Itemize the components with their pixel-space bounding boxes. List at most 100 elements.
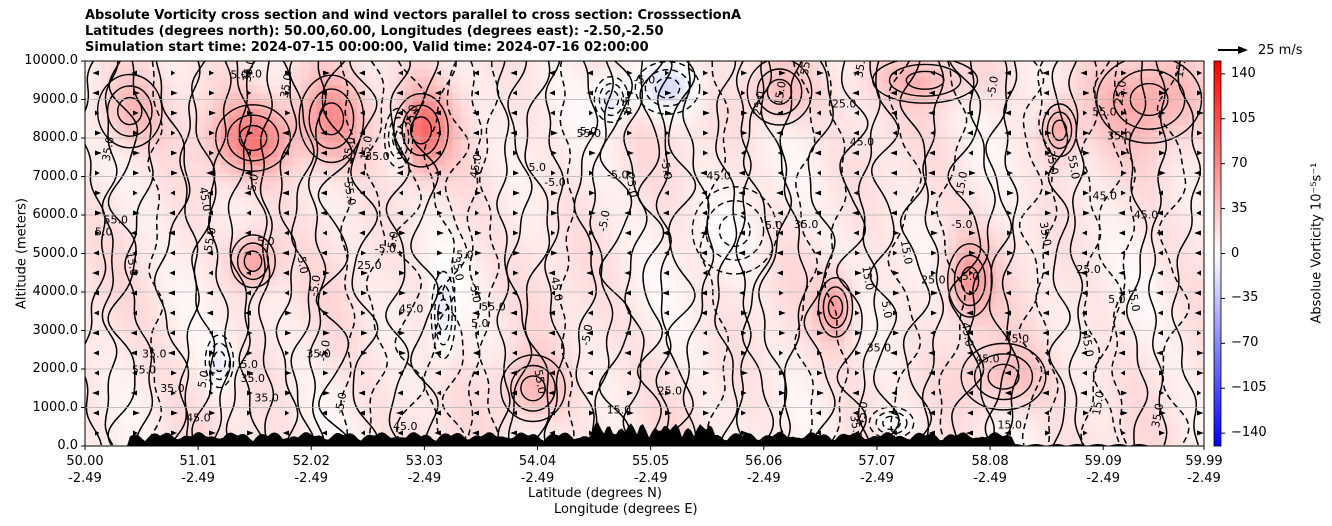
vorticity-cell [876, 61, 885, 70]
vorticity-cell [364, 253, 374, 263]
vorticity-cell [772, 133, 781, 142]
vorticity-cell [476, 285, 486, 295]
vorticity-cell [652, 253, 662, 263]
vorticity-cell [244, 357, 254, 367]
vorticity-cell [652, 405, 662, 415]
vorticity-cell [180, 229, 190, 239]
vorticity-cell [668, 349, 678, 359]
vorticity-cell [780, 333, 789, 343]
vorticity-cell [92, 61, 102, 70]
vorticity-cell [828, 261, 837, 271]
vorticity-cell [228, 221, 238, 231]
vorticity-cell [868, 141, 877, 150]
vorticity-cell [692, 277, 702, 287]
vorticity-cell [276, 373, 286, 383]
vorticity-cell [580, 261, 590, 271]
vorticity-cell [284, 381, 294, 391]
vorticity-cell [444, 133, 454, 142]
vorticity-cell [604, 277, 614, 287]
vorticity-cell [180, 277, 190, 287]
vorticity-cell [196, 277, 206, 287]
vorticity-cell [604, 269, 614, 279]
vorticity-cell [156, 365, 166, 375]
vorticity-cell [620, 85, 630, 94]
vorticity-cell [100, 125, 110, 134]
vorticity-cell [180, 125, 190, 134]
vorticity-cell [644, 405, 654, 415]
vorticity-cell [380, 181, 390, 190]
vorticity-cell [820, 77, 829, 86]
vorticity-cell [460, 317, 470, 327]
vorticity-cell [132, 141, 142, 150]
vorticity-cell [564, 61, 574, 70]
vorticity-cell [436, 397, 446, 407]
vorticity-cell [332, 309, 342, 319]
vorticity-cell [476, 69, 486, 78]
vorticity-cell [764, 261, 773, 271]
vorticity-cell [748, 253, 757, 263]
vorticity-cell [492, 109, 502, 118]
vorticity-cell [436, 93, 446, 102]
vorticity-cell [156, 149, 166, 158]
vorticity-cell [804, 213, 813, 223]
vorticity-cell [652, 125, 662, 134]
vorticity-cell [716, 197, 726, 206]
vorticity-cell [404, 229, 414, 239]
vorticity-cell [772, 141, 781, 150]
vorticity-cell [780, 309, 789, 319]
vorticity-cell [92, 397, 102, 407]
vorticity-cell [116, 85, 126, 94]
vorticity-cell [156, 261, 166, 271]
vorticity-cell [588, 357, 598, 367]
vorticity-cell [548, 285, 558, 295]
vorticity-cell [460, 365, 470, 375]
vorticity-cell [492, 301, 502, 311]
vorticity-cell [148, 317, 158, 327]
vorticity-cell [164, 413, 174, 423]
vorticity-cell [860, 197, 869, 206]
vorticity-cell [108, 429, 118, 439]
vorticity-cell [828, 125, 837, 134]
vorticity-cell [756, 317, 765, 327]
vorticity-cell [500, 397, 510, 407]
vorticity-cell [85, 69, 94, 78]
vorticity-cell [180, 293, 190, 303]
vorticity-cell [508, 333, 518, 343]
vorticity-cell [628, 237, 638, 247]
vorticity-cell [644, 269, 654, 279]
vorticity-cell [252, 277, 262, 287]
vorticity-cell [420, 197, 430, 206]
vorticity-cell [860, 309, 869, 319]
vorticity-cell [668, 405, 678, 415]
vorticity-cell [396, 93, 406, 102]
vorticity-cell [604, 309, 614, 319]
vorticity-cell [92, 205, 102, 214]
vorticity-cell [532, 197, 542, 206]
vorticity-cell [428, 141, 438, 150]
vorticity-cell [188, 397, 198, 407]
vorticity-cell [884, 229, 893, 239]
vorticity-cell [772, 373, 781, 383]
vorticity-cell [100, 317, 110, 327]
vorticity-cell [132, 381, 142, 391]
vorticity-cell [652, 333, 662, 343]
vorticity-cell [620, 277, 630, 287]
vorticity-cell [268, 285, 278, 295]
vorticity-cell [716, 85, 726, 94]
vorticity-cell [196, 341, 206, 351]
vorticity-cell [772, 397, 781, 407]
vorticity-cell [116, 373, 126, 383]
vorticity-cell [820, 413, 829, 423]
vorticity-cell [228, 389, 238, 399]
vorticity-cell [108, 229, 118, 239]
vorticity-cell [204, 317, 214, 327]
vorticity-cell [524, 149, 534, 158]
vorticity-cell [572, 229, 582, 239]
vorticity-cell [412, 197, 422, 206]
vorticity-cell [732, 341, 742, 351]
vorticity-cell [636, 277, 646, 287]
vorticity-cell [116, 277, 126, 287]
vorticity-cell [892, 93, 901, 102]
vorticity-cell [124, 197, 134, 206]
vorticity-cell [556, 93, 566, 102]
